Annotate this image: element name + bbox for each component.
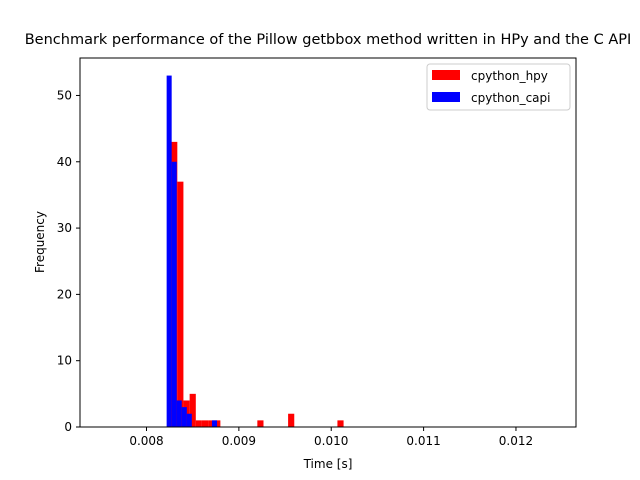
legend-swatch-cpython-hpy [432,70,460,80]
legend: cpython_hpy cpython_capi [426,63,571,111]
legend-box [426,63,571,111]
series-cpython-capi [166,75,218,427]
bar-cpython-hpy-7 [214,420,221,427]
y-tick-label-2: 20 [57,287,72,301]
bar-cpython-hpy-5 [201,420,209,427]
y-tick-label-4: 40 [57,155,72,169]
bar-cpython-hpy-1 [177,181,184,427]
x-tick-label-4: 0.012 [499,434,533,448]
y-tick-label-1: 10 [57,354,72,368]
plot-area [80,58,576,427]
legend-swatch-cpython-capi [432,92,460,102]
x-tick-label-0: 0.008 [129,434,163,448]
x-tick-label-3: 0.011 [406,434,440,448]
y-axis-ticks: 0 10 20 30 40 50 [57,88,80,434]
bar-cpython-capi-0 [166,75,172,427]
chart-title: Benchmark performance of the Pillow getb… [24,32,632,48]
y-tick-label-5: 50 [57,88,72,102]
legend-label-cpython-hpy: cpython_hpy [471,69,548,83]
bar-cpython-hpy-3 [189,393,196,427]
bar-cpython-hpy-8 [257,420,264,427]
bar-cpython-capi-4 [186,413,192,427]
plot-frame [79,57,577,428]
bar-cpython-capi-1 [171,161,177,427]
bar-cpython-hpy-4 [195,420,202,427]
y-axis-label: Frequency [33,211,47,273]
x-tick-label-1: 0.009 [222,434,256,448]
x-axis-ticks: 0.008 0.009 0.010 0.011 0.012 [129,427,533,448]
bar-cpython-hpy-10 [337,420,344,427]
bar-cpython-capi-3 [181,407,187,427]
bar-cpython-hpy-9 [288,413,295,427]
bar-cpython-hpy-6 [208,420,215,427]
y-tick-label-3: 30 [57,221,72,235]
legend-label-cpython-capi: cpython_capi [471,91,550,105]
x-tick-label-2: 0.010 [314,434,348,448]
y-tick-label-0: 0 [64,420,72,434]
chart-title-wrap: Benchmark performance of the Pillow getb… [0,32,640,56]
bar-cpython-capi-5 [211,420,218,427]
bar-cpython-capi-2 [176,400,182,427]
x-axis-label: Time [s] [303,457,353,471]
